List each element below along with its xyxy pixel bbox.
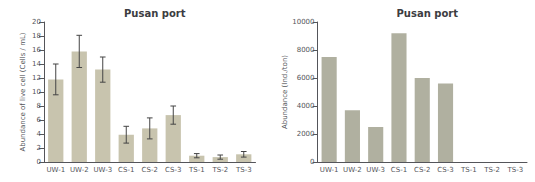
svg-text:TS-2: TS-2: [483, 166, 500, 174]
svg-text:UW-2: UW-2: [343, 166, 362, 174]
svg-text:16: 16: [32, 46, 41, 54]
svg-text:TS-2: TS-2: [211, 166, 228, 174]
svg-text:4: 4: [37, 130, 42, 138]
svg-text:TS-3: TS-3: [235, 166, 252, 174]
svg-text:0: 0: [310, 158, 314, 166]
svg-text:TS-1: TS-1: [460, 166, 477, 174]
svg-text:Abundance of live cell (Cells: Abundance of live cell (Cells / mL): [19, 32, 27, 151]
svg-text:20: 20: [32, 18, 41, 26]
svg-text:12: 12: [32, 74, 41, 82]
svg-text:8: 8: [37, 102, 41, 110]
svg-text:CS-2: CS-2: [142, 166, 158, 174]
svg-text:Pusan port: Pusan port: [397, 8, 459, 19]
svg-text:2: 2: [37, 144, 41, 152]
svg-text:CS-3: CS-3: [437, 166, 453, 174]
svg-text:UW-1: UW-1: [46, 166, 65, 174]
svg-text:6000: 6000: [297, 74, 315, 82]
svg-text:CS-3: CS-3: [165, 166, 181, 174]
svg-text:8000: 8000: [297, 46, 315, 54]
svg-text:CS-1: CS-1: [118, 166, 134, 174]
svg-text:CS-1: CS-1: [391, 166, 407, 174]
svg-text:2000: 2000: [297, 130, 315, 138]
svg-text:UW-2: UW-2: [70, 166, 89, 174]
svg-text:0: 0: [37, 158, 41, 166]
svg-text:10: 10: [32, 88, 41, 96]
svg-text:18: 18: [32, 32, 41, 40]
svg-text:TS-1: TS-1: [188, 166, 205, 174]
svg-text:Pusan port: Pusan port: [124, 8, 186, 19]
svg-text:TS-3: TS-3: [507, 166, 524, 174]
svg-text:10000: 10000: [292, 18, 314, 26]
svg-text:14: 14: [32, 60, 41, 68]
svg-text:CS-2: CS-2: [414, 166, 430, 174]
svg-text:UW-3: UW-3: [366, 166, 385, 174]
svg-text:4000: 4000: [297, 102, 315, 110]
svg-text:Abundance (Ind./ton): Abundance (Ind./ton): [281, 55, 289, 129]
svg-text:6: 6: [37, 116, 42, 124]
svg-text:UW-3: UW-3: [93, 166, 112, 174]
svg-text:UW-1: UW-1: [320, 166, 339, 174]
